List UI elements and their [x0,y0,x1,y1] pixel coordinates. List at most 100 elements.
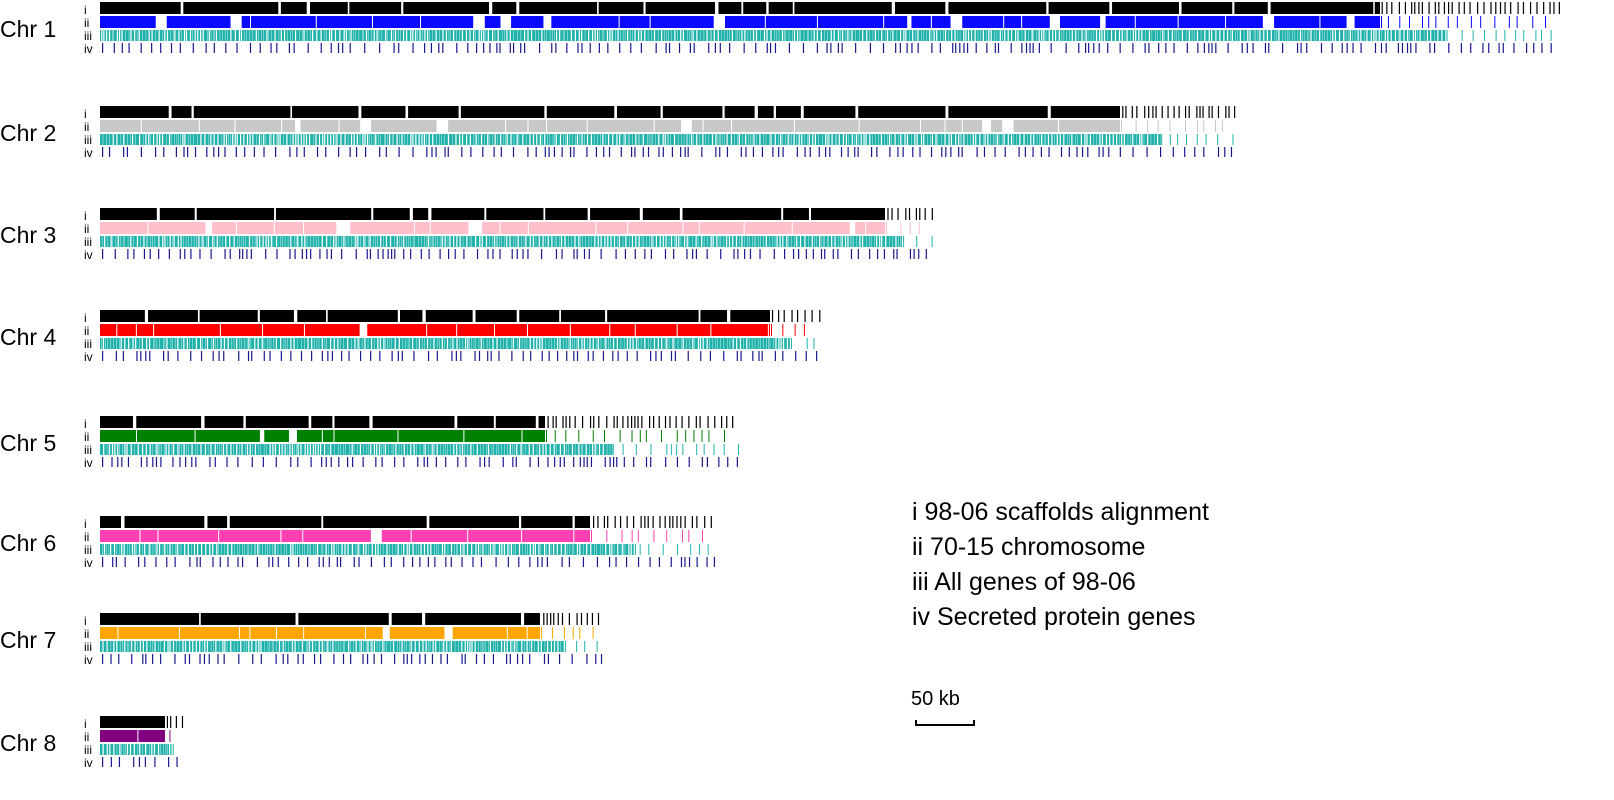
scaffold-tick [607,516,609,528]
gene-mark [518,641,522,652]
gene-mark [273,236,276,247]
secreted-gene-mark [743,43,745,53]
gene-mark [340,30,344,41]
scaffold-tick [597,613,600,625]
secreted-gene-mark [1050,43,1052,53]
gene-mark [267,30,269,41]
gene-mark [958,30,960,41]
gene-mark [315,641,319,652]
secreted-gene-mark [277,557,279,567]
secreted-gene-mark [229,249,231,259]
gene-mark [1240,30,1244,41]
gene-mark [461,444,462,455]
gene-mark [502,544,504,555]
secreted-gene-mark [687,147,689,157]
secreted-gene-mark [623,457,625,467]
gene-mark [918,30,922,41]
gene-mark [171,338,173,349]
gene-mark [276,641,279,652]
gene-mark [100,338,102,349]
secreted-gene-mark [352,457,354,467]
gene-mark [520,338,522,349]
gene-mark [366,444,369,455]
gene-mark [1125,30,1127,41]
gene-mark [888,30,891,41]
secreted-gene-mark [796,147,798,157]
gene-mark [219,444,222,455]
chromosome-tick [1494,16,1496,28]
scaffold-tick [614,516,616,528]
gene-mark [103,744,107,755]
gene-mark [1142,30,1146,41]
gene-mark [293,134,296,145]
gene-mark [399,641,402,652]
secreted-gene-mark [1197,43,1199,53]
gene-mark [549,544,551,555]
secreted-gene-mark [253,147,255,157]
secreted-gene-mark [145,351,147,361]
secreted-gene-mark [438,43,440,53]
secreted-gene-mark [237,457,239,467]
scaffold-tick [546,613,548,625]
gene-mark [835,236,838,247]
chromosome-block [235,120,282,132]
gene-mark [138,744,140,755]
gene-mark [1163,30,1165,41]
gene-mark [574,544,577,555]
gene-mark [111,544,114,555]
gene-mark [117,30,119,41]
gene-mark [230,134,233,145]
secreted-gene-mark [537,557,539,567]
gene-mark [398,544,402,555]
gene-mark [269,30,272,41]
secreted-gene-mark [1173,43,1175,53]
gene-mark [623,544,625,555]
scaffold-tick [597,516,599,528]
gene-mark [307,641,309,652]
gene-mark [199,236,201,247]
gene-mark [559,236,561,247]
gene-mark [900,236,902,247]
gene-mark [613,134,617,145]
secreted-gene-mark [586,457,588,467]
gene-mark [295,641,299,652]
gene-mark [555,236,557,247]
gene-mark [127,544,130,555]
gene-mark [434,444,437,455]
gene-mark [476,544,478,555]
gene-mark [468,641,470,652]
secreted-gene-mark [595,147,597,157]
chromosome-tick [1381,16,1382,28]
gene-mark [1367,30,1371,41]
gene-mark [124,544,128,555]
scaffold-tick [664,416,667,428]
gene-mark [296,134,298,145]
gene-mark [1112,30,1115,41]
gene-mark [684,30,688,41]
secreted-gene-mark [239,249,241,259]
chromosome-tick [606,530,608,542]
secreted-gene-mark [179,457,181,467]
gene-mark [1442,30,1446,41]
gene-mark [330,236,334,247]
gene-mark [667,338,669,349]
secreted-gene-mark [307,557,309,567]
gene-mark [783,30,785,41]
scaffold-tick [732,416,734,428]
chromosome-block [195,430,260,442]
gene-mark [325,444,328,455]
gene-mark [191,544,194,555]
gene-mark [769,134,771,145]
gene-mark [252,641,256,652]
secreted-gene-mark [154,757,156,767]
gene-mark [607,444,610,455]
secreted-gene-mark [377,249,379,259]
secreted-gene-mark [435,457,437,467]
secreted-gene-mark [729,43,731,53]
gene-mark [852,236,854,247]
gene-mark [1148,134,1151,145]
scaffold-tick [1144,106,1146,118]
gene-mark [1064,30,1067,41]
scaffold-block [400,310,423,322]
secreted-gene-mark [326,249,328,259]
